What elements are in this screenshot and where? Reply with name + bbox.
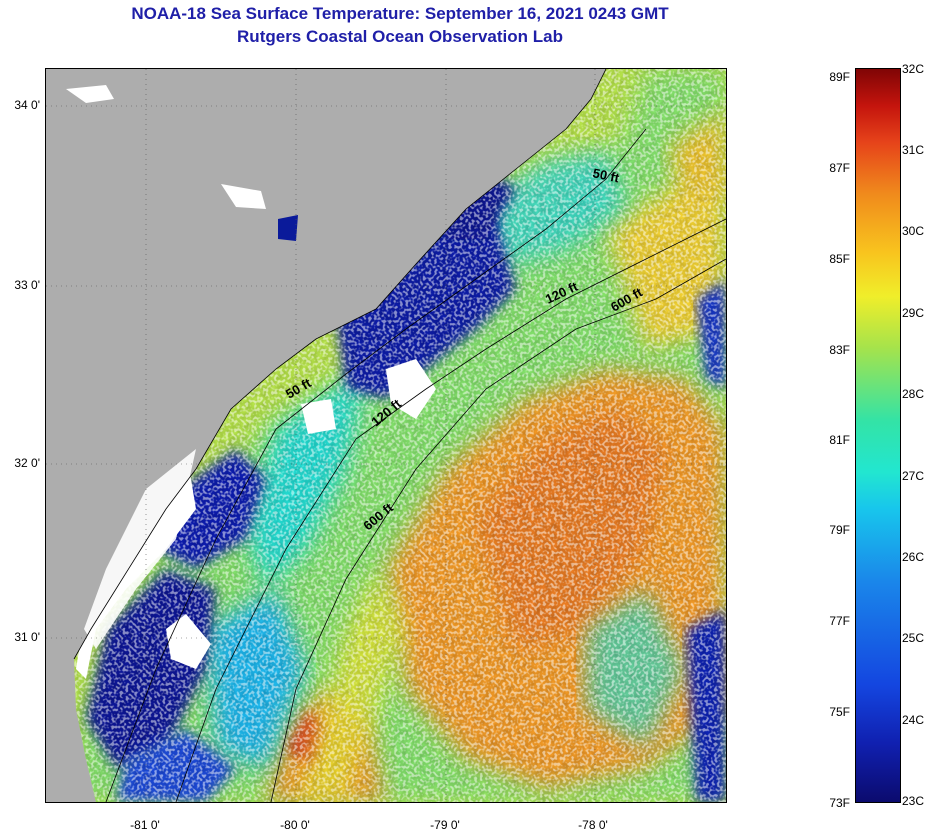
- colorbar-c-23: 23C: [902, 794, 925, 808]
- isobath-120ft: [175, 218, 726, 802]
- sst-map[interactable]: 50 ft 50 ft 120 ft 120 ft 600 ft 600 ft: [45, 68, 727, 803]
- lon-label-81: -81 0': [130, 818, 160, 832]
- lon-label-79: -79 0': [430, 818, 460, 832]
- graticule: [46, 69, 726, 802]
- isobath-600ft: [270, 258, 726, 802]
- colorbar-c-28: 28C: [902, 387, 925, 401]
- colorbar-f-89: 89F: [829, 70, 850, 84]
- colorbar-c-25: 25C: [902, 631, 925, 645]
- colorbar-c-31: 31C: [902, 143, 925, 157]
- lat-label-32: 32 0': [14, 456, 40, 470]
- colorbar-f-79: 79F: [829, 523, 850, 537]
- colorbar-f-85: 85F: [829, 252, 850, 266]
- isobath-label-50ft-north: 50 ft: [591, 165, 621, 185]
- cloud-over-land: [66, 85, 114, 103]
- temperature-colorbar: [855, 68, 901, 803]
- colorbar-f-77: 77F: [829, 614, 850, 628]
- colorbar-c-24: 24C: [902, 713, 925, 727]
- lon-label-78: -78 0': [578, 818, 608, 832]
- colorbar-f-75: 75F: [829, 705, 850, 719]
- sst-map-svg: 50 ft 50 ft 120 ft 120 ft 600 ft 600 ft: [46, 69, 726, 802]
- colorbar-f-83: 83F: [829, 343, 850, 357]
- colorbar-c-27: 27C: [902, 469, 925, 483]
- colorbar-c-29: 29C: [902, 306, 925, 320]
- colorbar-c-32: 32C: [902, 62, 925, 76]
- colorbar-f-81: 81F: [829, 433, 850, 447]
- colorbar-f-73: 73F: [829, 796, 850, 810]
- colorbar-c-30: 30C: [902, 224, 925, 238]
- isobath-50ft: [105, 128, 647, 802]
- lat-label-31: 31 0': [14, 630, 40, 644]
- map-title: NOAA-18 Sea Surface Temperature: Septemb…: [131, 4, 669, 23]
- lat-label-33: 33 0': [14, 278, 40, 292]
- map-subtitle: Rutgers Coastal Ocean Observation Lab: [237, 27, 563, 46]
- colorbar-f-87: 87F: [829, 161, 850, 175]
- colorbar-c-26: 26C: [902, 550, 925, 564]
- lon-label-80: -80 0': [280, 818, 310, 832]
- lat-label-34: 34 0': [14, 98, 40, 112]
